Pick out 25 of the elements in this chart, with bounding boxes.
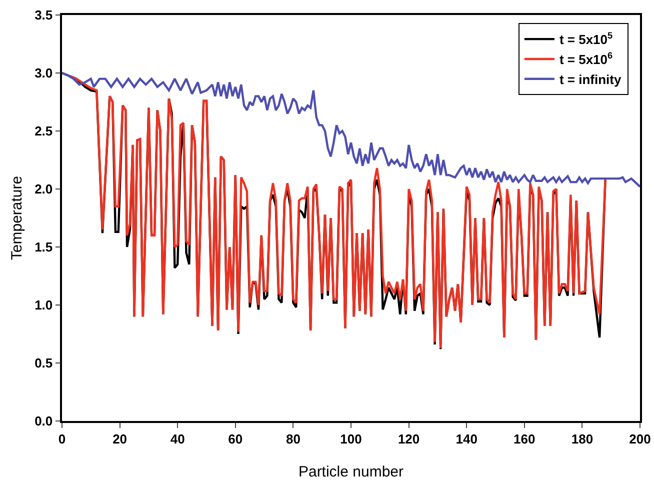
x-tick-label: 40 [170,431,185,446]
y-tick-label: 0.5 [34,356,53,371]
y-axis-title: Temperature [8,176,26,260]
legend-label: t = 5x10$^{5}$ [559,30,613,48]
y-tick-label: 3.0 [34,66,53,81]
y-tick-label: 2.0 [34,182,53,197]
x-tick-label: 120 [398,431,420,446]
y-tick-label: 3.5 [34,8,53,23]
y-tick-label: 2.5 [34,124,53,139]
x-tick-label: 20 [112,431,128,446]
x-tick-label: 80 [286,431,300,446]
x-tick-label: 0 [58,431,66,446]
legend-label: t = 5x10$^{6}$ [559,50,613,68]
x-tick-label: 180 [571,431,594,446]
x-axis-title: Particle number [298,464,404,480]
y-tick-label: 1.5 [34,240,53,255]
x-tick-label: 140 [456,431,478,446]
y-tick-label: 1.0 [34,298,53,313]
line-series [62,72,640,188]
x-tick-label: 100 [340,431,362,446]
x-tick-label: 200 [629,431,651,446]
legend-label: t = infinity [559,72,622,87]
x-tick-label: 60 [228,431,243,446]
x-tick-label: 160 [514,431,536,446]
y-tick-label: 0.0 [34,414,53,429]
